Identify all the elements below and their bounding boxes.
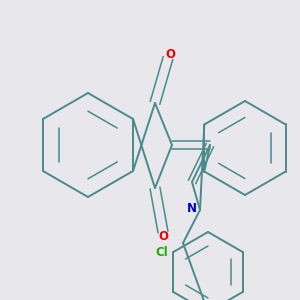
- Text: N: N: [187, 202, 197, 214]
- Text: O: O: [158, 230, 168, 242]
- Text: Cl: Cl: [155, 245, 168, 259]
- Text: O: O: [165, 47, 175, 61]
